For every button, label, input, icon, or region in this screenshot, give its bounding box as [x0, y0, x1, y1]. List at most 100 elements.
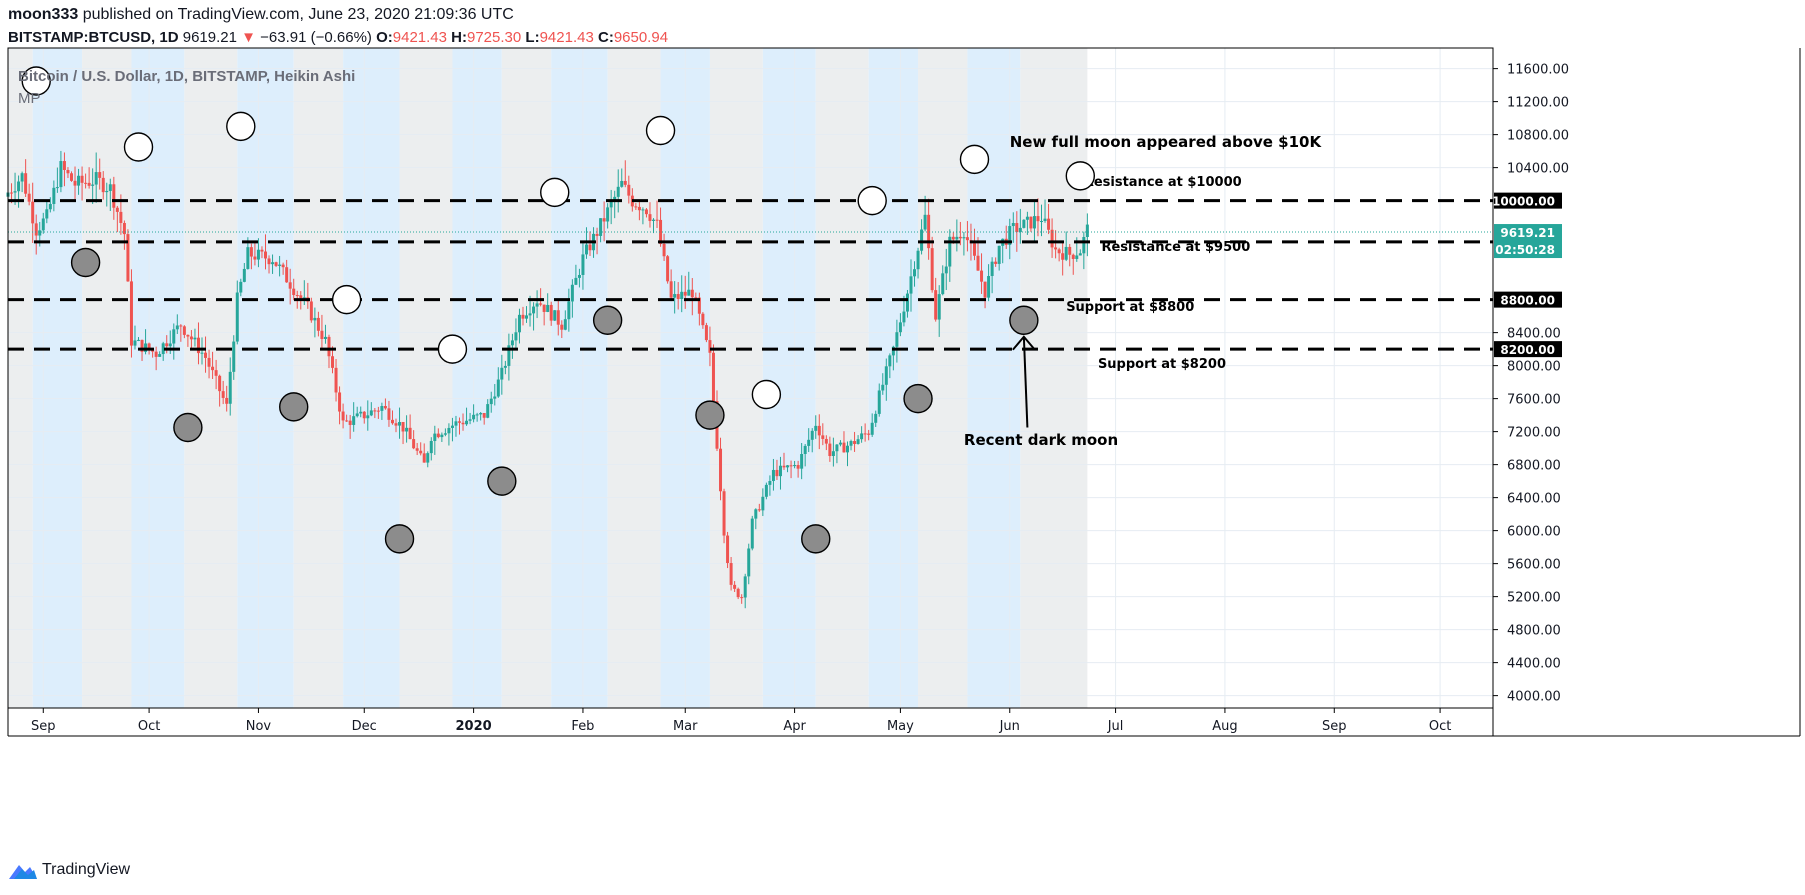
- candle-body: [419, 450, 423, 454]
- candle-body: [927, 214, 931, 249]
- candle-body: [489, 398, 493, 405]
- y-tick-label: 7200.00: [1507, 426, 1561, 441]
- candle-body: [867, 433, 871, 435]
- candle-body: [84, 182, 88, 184]
- symbol-label[interactable]: BITSTAMP:BTCUSD, 1D: [8, 29, 179, 46]
- phase-band: [184, 48, 238, 708]
- candle-body: [722, 491, 726, 536]
- candle-body: [955, 236, 959, 240]
- candle-body: [874, 413, 878, 423]
- y-tick-label: 4400.00: [1507, 657, 1561, 672]
- candle-body: [535, 303, 539, 307]
- candle-body: [352, 416, 356, 425]
- candle-body: [570, 284, 574, 302]
- candle-body: [588, 244, 592, 251]
- candle-body: [316, 317, 320, 331]
- candle-body: [108, 184, 112, 191]
- candle-body: [856, 439, 860, 444]
- candle-body: [923, 214, 927, 230]
- candle-body: [394, 423, 398, 426]
- candle-body: [842, 442, 846, 453]
- candle-body: [440, 434, 444, 438]
- full-moon-marker: [226, 111, 256, 142]
- candle-body: [112, 184, 116, 208]
- candle-body: [239, 281, 243, 293]
- candle-body: [450, 425, 454, 428]
- full-moon-marker: [751, 379, 782, 410]
- candle-body: [457, 421, 461, 423]
- candle-body: [838, 442, 842, 445]
- candle-body: [73, 180, 77, 186]
- candle-body: [253, 256, 257, 260]
- candle-body: [398, 422, 402, 426]
- x-tick-label: Sep: [31, 719, 56, 734]
- candle-body: [27, 193, 31, 202]
- candle-body: [754, 509, 758, 519]
- candle-body: [267, 258, 271, 265]
- candle-body: [937, 294, 941, 320]
- candle-body: [69, 173, 73, 181]
- candle-body: [292, 288, 296, 296]
- candle-body: [606, 207, 610, 222]
- candle-body: [951, 236, 955, 240]
- candle-body: [31, 201, 35, 224]
- candle-body: [211, 366, 215, 371]
- candle-body: [496, 379, 500, 397]
- candle-body: [271, 262, 275, 265]
- footer-brand[interactable]: TradingView: [8, 860, 130, 880]
- candle-body: [690, 289, 694, 298]
- candle-body: [1043, 218, 1047, 221]
- candle-body: [800, 454, 804, 469]
- candle-body: [976, 255, 980, 271]
- candle-body: [80, 175, 84, 183]
- candle-body: [761, 496, 765, 511]
- full-moon-marker: [123, 132, 154, 162]
- candle-body: [1011, 222, 1015, 227]
- indicator-label: MP: [18, 90, 41, 107]
- candle-body: [669, 281, 673, 298]
- x-tick-label: Dec: [352, 719, 377, 734]
- candle-body: [34, 223, 38, 236]
- candle-body: [743, 576, 747, 598]
- candle-body: [77, 175, 81, 186]
- candle-body: [567, 301, 571, 320]
- price-change: −63.91 (−0.66%): [260, 29, 372, 46]
- candle-body: [94, 172, 98, 185]
- candle-body: [1036, 216, 1040, 222]
- level-label: Resistance at $10000: [1084, 175, 1242, 190]
- candle-body: [161, 343, 165, 355]
- candle-body: [422, 453, 426, 463]
- candle-body: [249, 247, 253, 257]
- candle-body: [507, 345, 511, 366]
- candle-body: [655, 219, 659, 221]
- candle-body: [196, 337, 200, 354]
- level-price-tag-text: 8200.00: [1500, 343, 1555, 357]
- candle-body: [711, 352, 715, 402]
- full-moon-marker: [645, 115, 676, 146]
- candle-body: [1068, 246, 1072, 255]
- candle-body: [383, 406, 387, 409]
- y-tick-label: 6400.00: [1507, 492, 1561, 507]
- current-price-tag: [1494, 224, 1562, 259]
- phase-band: [918, 48, 968, 708]
- candle-body: [278, 264, 282, 266]
- candle-body: [793, 465, 797, 467]
- candle-body: [1015, 222, 1019, 233]
- candle-body: [539, 303, 543, 305]
- arrow-head: [1012, 335, 1036, 351]
- candle-body: [475, 414, 479, 416]
- candle-body: [920, 229, 924, 251]
- candle-body: [786, 465, 790, 468]
- candle-body: [577, 274, 581, 278]
- candle-body: [101, 177, 105, 193]
- candle-body: [412, 439, 416, 449]
- author-name[interactable]: moon333: [8, 6, 79, 23]
- candle-body: [877, 390, 881, 414]
- candle-body: [207, 357, 211, 367]
- candle-body: [1008, 226, 1012, 245]
- candle-body: [891, 346, 895, 356]
- candle-body: [634, 206, 638, 208]
- y-tick-label: 6800.00: [1507, 459, 1561, 474]
- candle-body: [129, 281, 133, 346]
